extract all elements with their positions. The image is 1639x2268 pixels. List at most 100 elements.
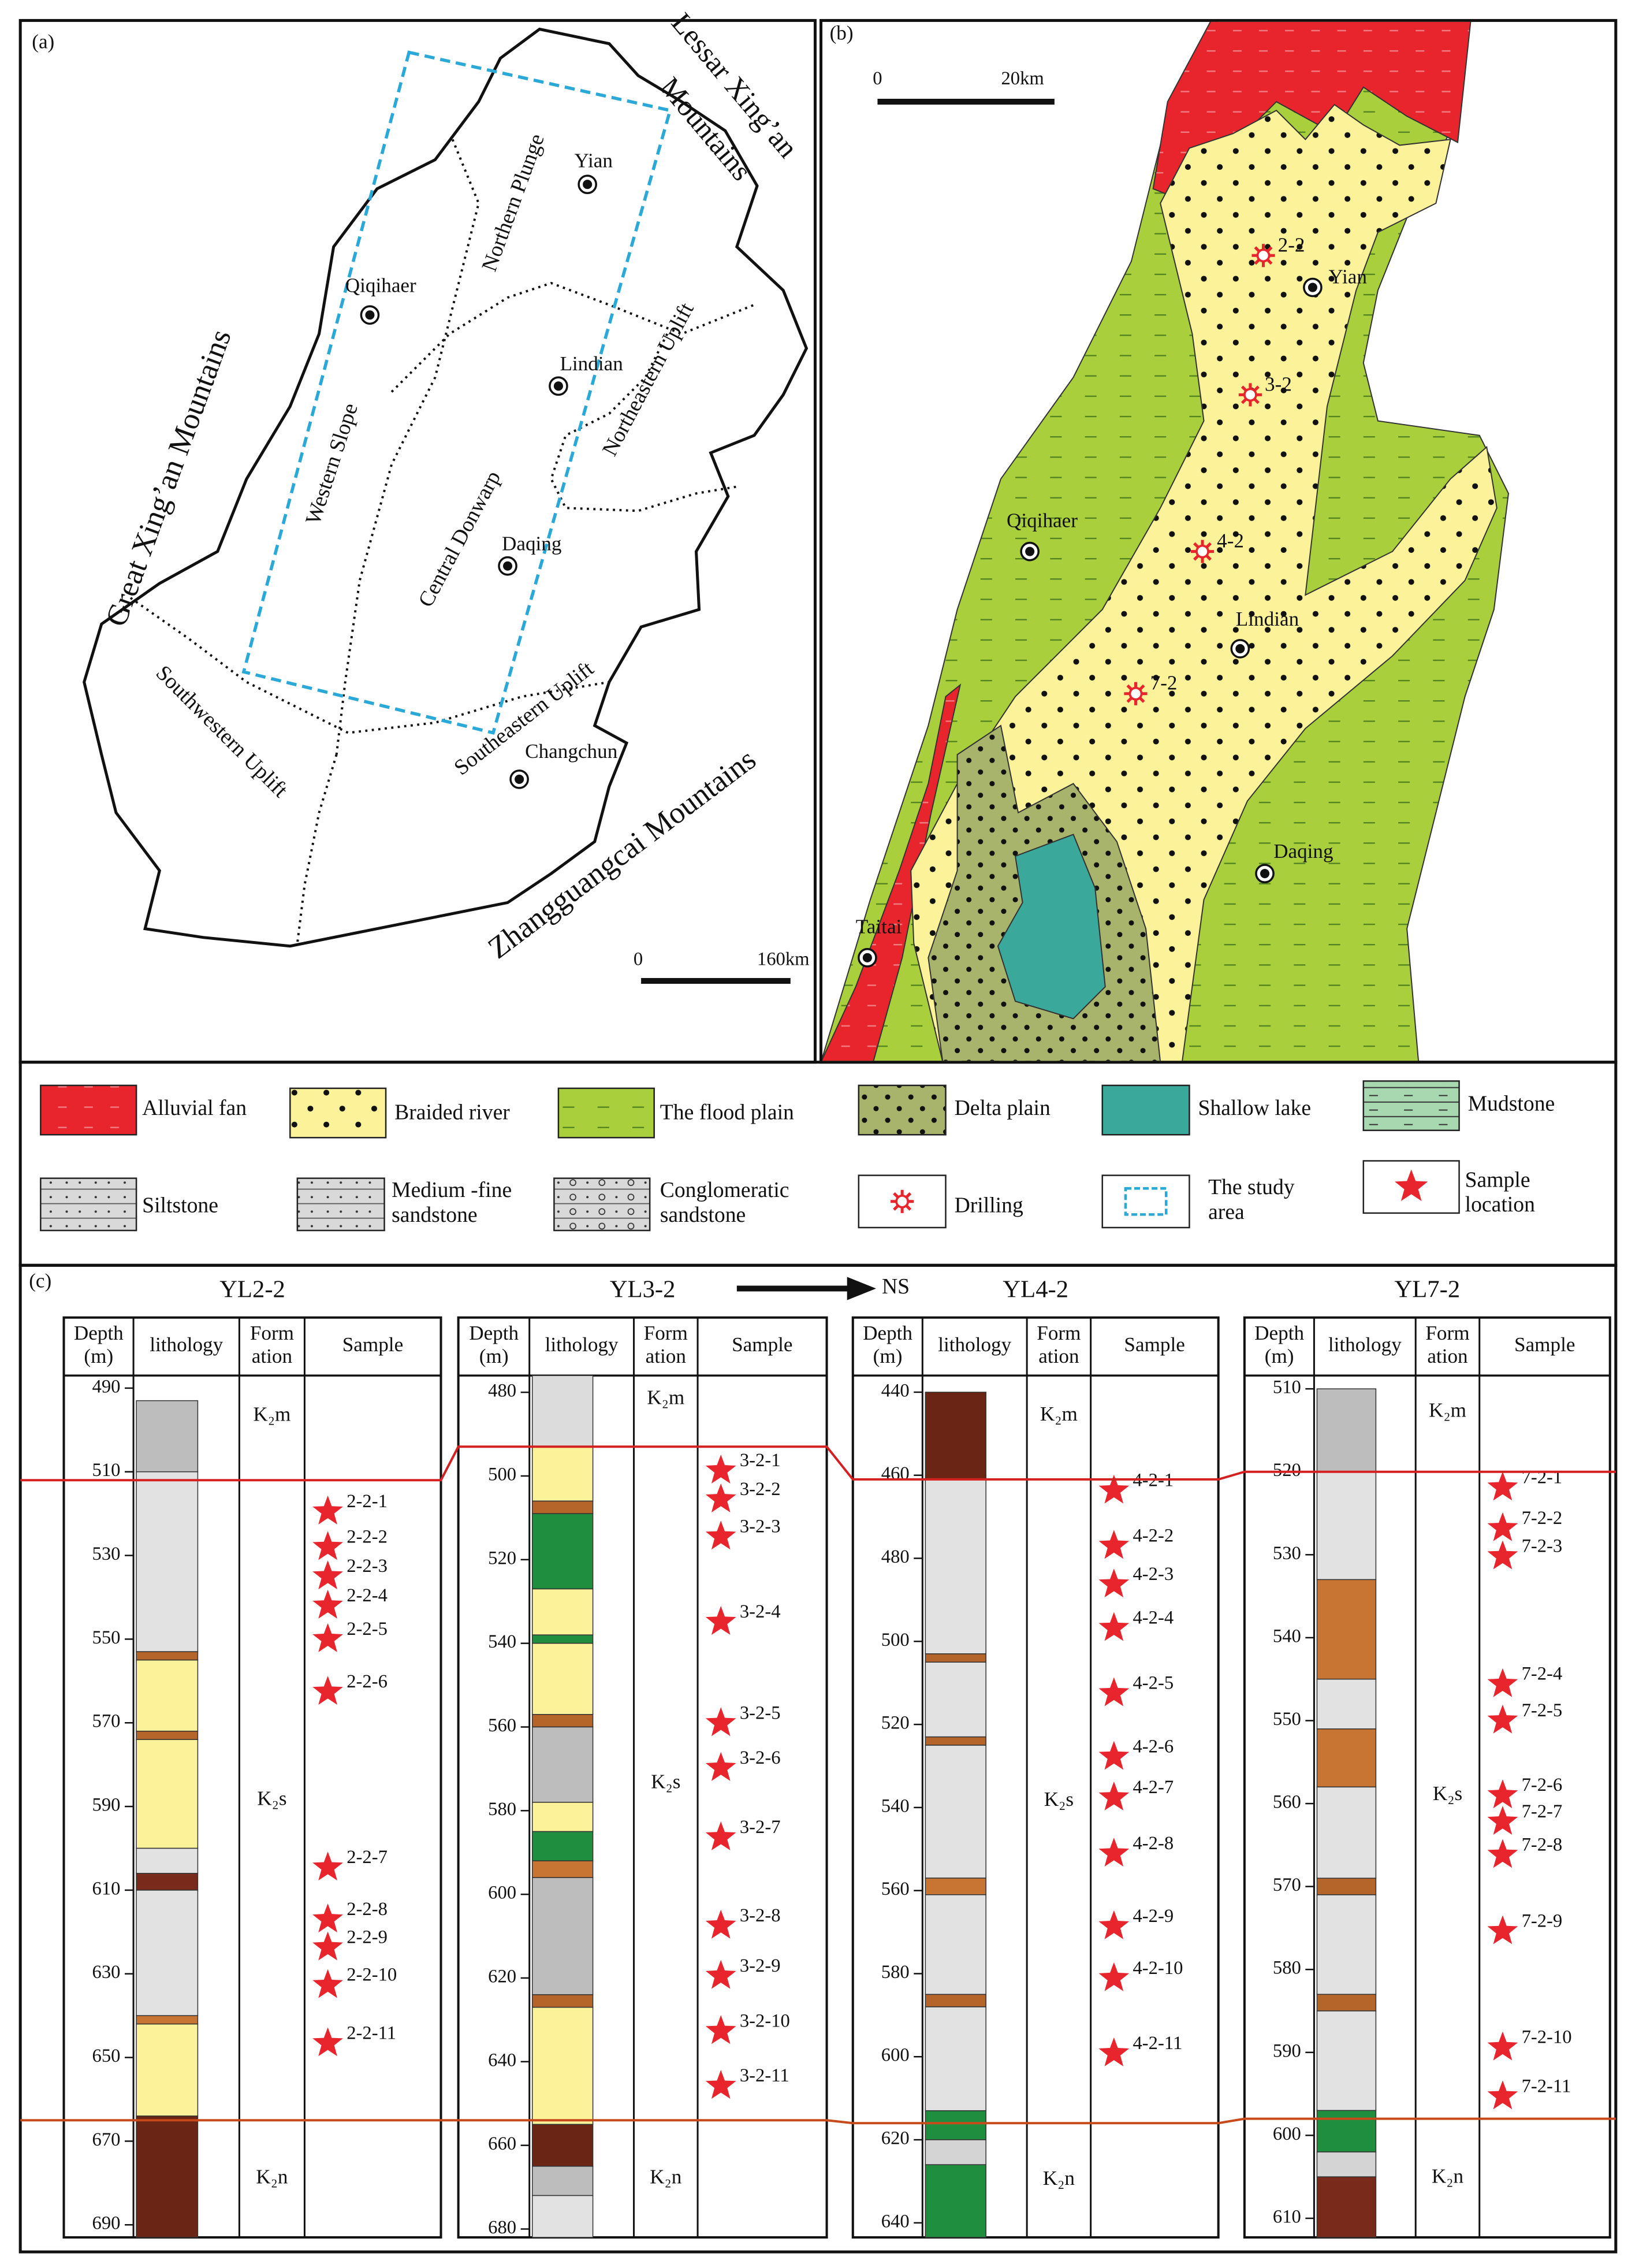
drilling-label: 2-2 (1278, 233, 1305, 256)
lithology-interval (531, 1513, 594, 1590)
column-header: lithology (938, 1333, 1011, 1356)
depth-label: 590 (92, 1795, 121, 1816)
sample-label: 2-2-9 (347, 1927, 388, 1948)
depth-label: 510 (92, 1460, 121, 1481)
sample-label: 7-2-11 (1522, 2076, 1571, 2096)
alluvial-fan (822, 683, 962, 1061)
sample-label: 3-2-1 (740, 1450, 781, 1471)
depth-label: 600 (488, 1883, 516, 1903)
lithology-interval (925, 1479, 986, 1654)
city-marker (365, 310, 375, 320)
sample-label: 2-2-10 (347, 1965, 397, 1986)
depth-label: 500 (881, 1630, 910, 1650)
sample-star (705, 1520, 736, 1550)
drilling-marker (1124, 682, 1148, 705)
study-area (241, 50, 672, 735)
column-header: ation (646, 1345, 687, 1367)
depth-label: 480 (881, 1546, 910, 1567)
depth-label: 530 (1273, 1543, 1301, 1564)
formation-label: K₂s (257, 1787, 286, 1809)
lithology-interval (531, 2006, 594, 2125)
legend-label: Sample (1465, 1168, 1530, 1192)
city-marker (583, 180, 593, 189)
city-label: Yian (575, 150, 613, 172)
sample-label: 7-2-6 (1522, 1775, 1563, 1795)
sample-star (1098, 1781, 1130, 1810)
legend-swatch (289, 1087, 387, 1139)
depth-label: 530 (92, 1544, 121, 1564)
lithology-interval (925, 1745, 986, 1879)
sample-star (1098, 1530, 1130, 1559)
lithology-interval (136, 1730, 199, 1740)
sample-label: 2-2-7 (347, 1847, 388, 1868)
column-header: Form (1037, 1322, 1081, 1344)
sample-label: 3-2-10 (740, 2010, 790, 2031)
sample-star (1098, 1568, 1130, 1598)
legend-swatch (1101, 1084, 1190, 1136)
sample-star (705, 1960, 736, 1989)
lithology-interval (1316, 2110, 1377, 2152)
lithology-interval (136, 1873, 199, 1891)
boundary-dotted (296, 754, 338, 943)
sample-label: 4-2-3 (1133, 1564, 1174, 1585)
sample-star (312, 1851, 343, 1881)
city-marker (1308, 282, 1317, 292)
drilling-marker (1238, 383, 1262, 407)
legend-swatch (553, 1177, 651, 1232)
depth-label: 620 (488, 1966, 516, 1987)
lithology-interval (1316, 1678, 1377, 1730)
formation-boundary (20, 1445, 1616, 1482)
lithology-interval (136, 1400, 199, 1473)
sample-label: 4-2-6 (1133, 1737, 1174, 1757)
sample-label: 7-2-4 (1522, 1664, 1563, 1685)
sample-star (312, 1903, 343, 1933)
lithology-interval (1316, 1579, 1377, 1680)
sample-label: 7-2-8 (1522, 1834, 1563, 1855)
lithology-interval (531, 1446, 594, 1502)
legend-label: area (1208, 1200, 1245, 1224)
sample-label: 7-2-3 (1522, 1536, 1563, 1557)
depth-label: 650 (92, 2046, 121, 2066)
sample-star (1098, 1962, 1130, 1991)
column-header: ation (1038, 1345, 1079, 1367)
depth-label: 520 (488, 1548, 516, 1568)
sample-label: 4-2-2 (1133, 1525, 1174, 1546)
sample-label: 2-2-3 (347, 1556, 388, 1577)
sample-star (1098, 1741, 1130, 1770)
formation-label: K₂m (253, 1403, 290, 1426)
sample-label: 3-2-7 (740, 1817, 781, 1838)
sample-label: 3-2-5 (740, 1702, 781, 1723)
legend-label: Medium -fine (392, 1178, 512, 1202)
sample-label: 7-2-2 (1522, 1508, 1563, 1529)
sample-label: 3-2-2 (740, 1479, 781, 1500)
lithology-interval (1316, 1894, 1377, 1995)
sample-label: 4-2-9 (1133, 1906, 1174, 1927)
lithology-interval (136, 1739, 199, 1849)
direction-arrow (847, 1277, 876, 1300)
lithology-interval (531, 2166, 594, 2196)
city-marker (1260, 869, 1270, 879)
well-name: YL3-2 (610, 1276, 676, 1303)
sample-star (705, 1821, 736, 1850)
lithology-interval (1316, 1388, 1377, 1473)
lithology-interval (1316, 1994, 1377, 2012)
panel-label: (a) (32, 31, 54, 53)
depth-label: 560 (488, 1715, 516, 1736)
sample-star (705, 1605, 736, 1635)
city-label: Changchun (525, 740, 618, 763)
sample-star (705, 1909, 736, 1939)
sample-star (1487, 1471, 1518, 1501)
well-table (62, 1316, 442, 2239)
sample-label: 2-2-8 (347, 1899, 388, 1920)
sample-star (312, 1531, 343, 1560)
sample-label: 3-2-9 (740, 1955, 781, 1976)
column-header: lithology (150, 1333, 223, 1356)
sample-star (1487, 1704, 1518, 1734)
boundary-dotted (390, 281, 755, 393)
column-header: (m) (873, 1345, 903, 1367)
drilling-label: 4-2 (1217, 530, 1244, 552)
legend-swatch (40, 1084, 137, 1136)
lithology-interval (531, 1726, 594, 1803)
depth-label: 590 (1273, 2040, 1301, 2061)
